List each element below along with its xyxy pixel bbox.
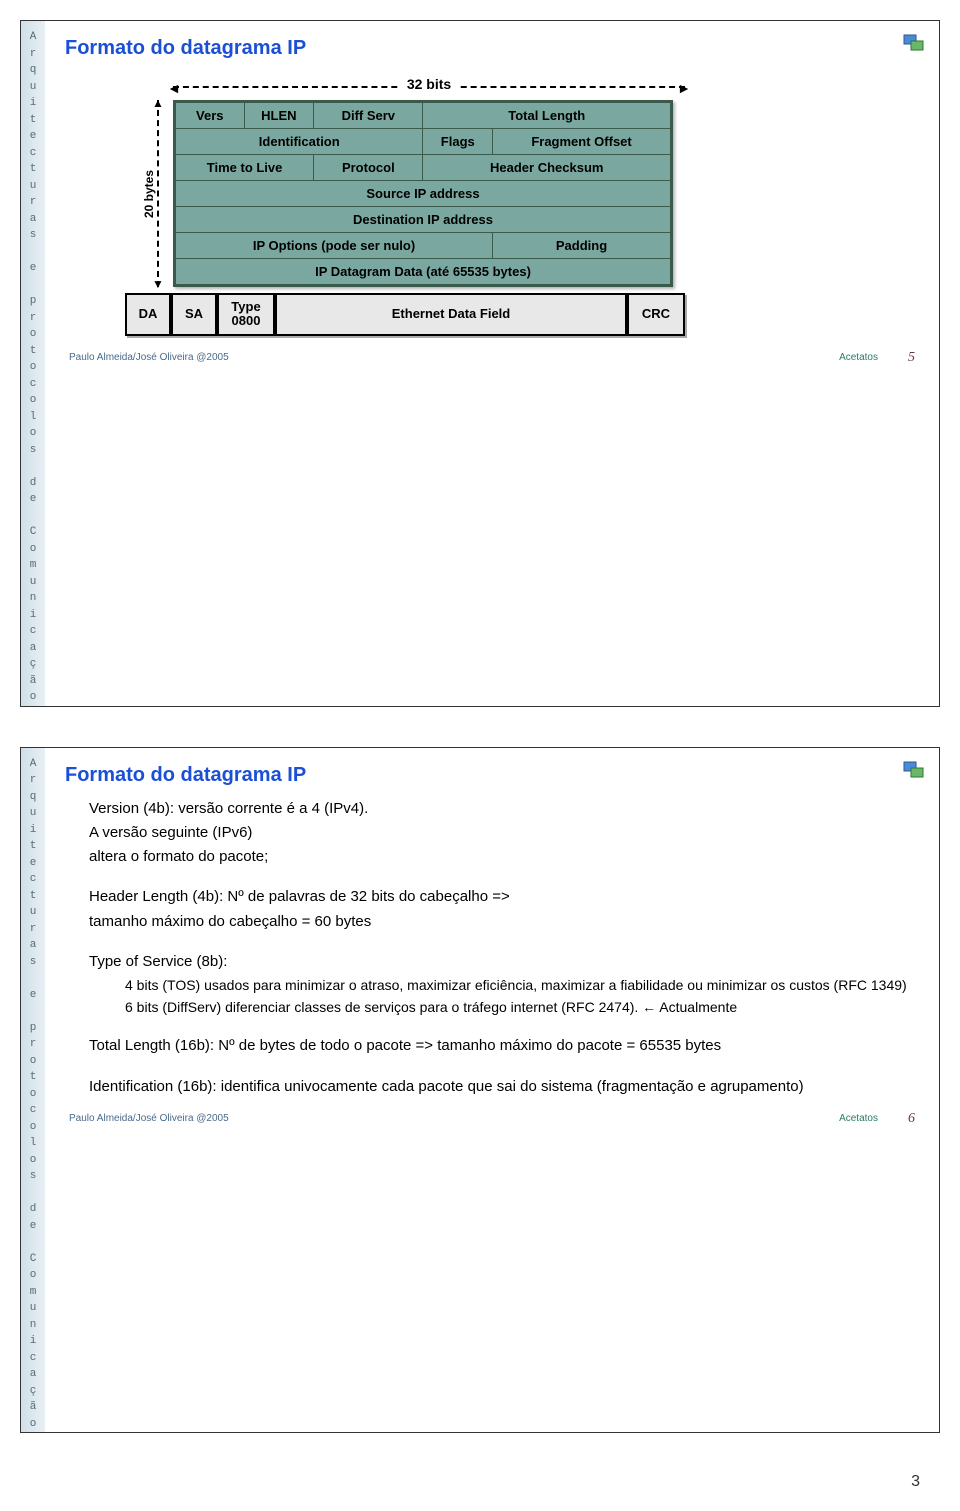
width-arrow: ◄ 32 bits ► bbox=[173, 72, 685, 100]
text-tos-detail-2: 6 bits (DiffServ) diferenciar classes de… bbox=[125, 998, 919, 1016]
slide-sidebar: Arquitecturas e protocolos de Comunicaçã… bbox=[21, 748, 45, 1433]
height-arrow: ▲ 20 bytes ▼ bbox=[125, 100, 173, 287]
text-tos: Type of Service (8b): bbox=[89, 952, 919, 972]
slide-2: Arquitecturas e protocolos de Comunicaçã… bbox=[20, 747, 940, 1434]
cell-header-checksum: Header Checksum bbox=[423, 155, 672, 181]
cell-protocol: Protocol bbox=[314, 155, 423, 181]
network-icon bbox=[903, 760, 925, 780]
footer-page-num: 5 bbox=[908, 350, 915, 366]
text-identification: Identification (16b): identifica univoca… bbox=[89, 1077, 919, 1097]
cell-source-ip: Source IP address bbox=[175, 181, 672, 207]
text-ipv6-2: altera o formato do pacote; bbox=[89, 847, 919, 867]
cell-total-length: Total Length bbox=[423, 102, 672, 129]
cell-dest-ip: Destination IP address bbox=[175, 207, 672, 233]
cell-fragment-offset: Fragment Offset bbox=[493, 129, 672, 155]
text-total-length: Total Length (16b): Nº de bytes de todo … bbox=[89, 1036, 919, 1056]
eth-data-field: Ethernet Data Field bbox=[275, 293, 627, 336]
slide-1: Arquitecturas e protocolos de Comunicaçã… bbox=[20, 20, 940, 707]
ip-header-table: Vers HLEN Diff Serv Total Length Identif… bbox=[173, 100, 673, 287]
cell-ttl: Time to Live bbox=[175, 155, 314, 181]
footer-page-num: 6 bbox=[908, 1111, 915, 1127]
slide-title: Formato do datagrama IP bbox=[65, 37, 919, 60]
text-header-length-1: Header Length (4b): Nº de palavras de 32… bbox=[89, 887, 919, 907]
cell-identification: Identification bbox=[175, 129, 423, 155]
cell-flags: Flags bbox=[423, 129, 493, 155]
cell-padding: Padding bbox=[493, 233, 672, 259]
document-page-number: 3 bbox=[20, 1473, 940, 1491]
eth-type: Type 0800 bbox=[217, 293, 275, 336]
height-label-text: 20 bytes bbox=[142, 169, 156, 217]
footer-acetatos: Acetatos bbox=[839, 1113, 878, 1124]
width-label-text: 32 bits bbox=[399, 76, 459, 92]
text-tos-detail-1: 4 bits (TOS) usados para minimizar o atr… bbox=[125, 976, 919, 994]
footer-author: Paulo Almeida/José Oliveira @2005 bbox=[69, 1113, 229, 1124]
eth-sa: SA bbox=[171, 293, 217, 336]
eth-crc: CRC bbox=[627, 293, 685, 336]
slide-footer: Paulo Almeida/José Oliveira @2005 Acetat… bbox=[65, 1111, 919, 1127]
ethernet-frame: DA SA Type 0800 Ethernet Data Field CRC bbox=[125, 293, 685, 336]
eth-da: DA bbox=[125, 293, 171, 336]
text-ipv6-1: A versão seguinte (IPv6) bbox=[89, 823, 919, 843]
text-version: Version (4b): versão corrente é a 4 (IPv… bbox=[89, 799, 919, 819]
cell-diffserv: Diff Serv bbox=[314, 102, 423, 129]
slide-sidebar: Arquitecturas e protocolos de Comunicaçã… bbox=[21, 21, 45, 706]
cell-datagram-data: IP Datagram Data (até 65535 bytes) bbox=[175, 259, 672, 286]
footer-acetatos: Acetatos bbox=[839, 352, 878, 363]
footer-author: Paulo Almeida/José Oliveira @2005 bbox=[69, 352, 229, 363]
ip-datagram-diagram: ◄ 32 bits ► ▲ 20 bytes ▼ Vers HLEN bbox=[125, 72, 685, 336]
slide-footer: Paulo Almeida/José Oliveira @2005 Acetat… bbox=[65, 350, 919, 366]
text-header-length-2: tamanho máximo do cabeçalho = 60 bytes bbox=[89, 912, 919, 932]
network-icon bbox=[903, 33, 925, 53]
slide-title: Formato do datagrama IP bbox=[65, 764, 919, 787]
cell-ip-options: IP Options (pode ser nulo) bbox=[175, 233, 493, 259]
cell-vers: Vers bbox=[175, 102, 245, 129]
cell-hlen: HLEN bbox=[244, 102, 314, 129]
